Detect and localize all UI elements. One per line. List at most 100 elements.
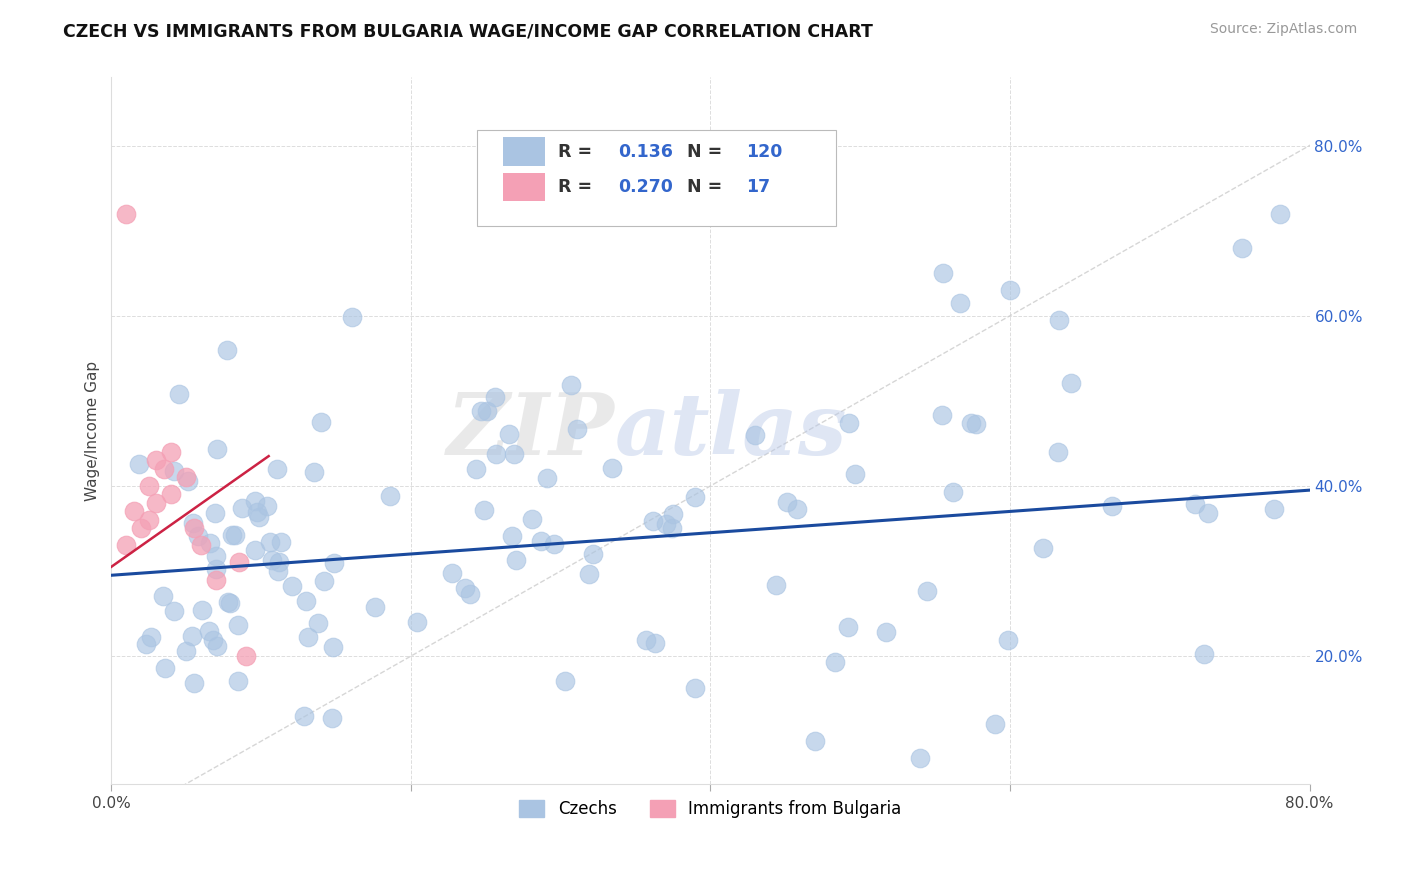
Point [322,640,344,654]
Point [145,453,167,467]
Point [364,599,387,614]
Point [641,514,664,528]
Point [247,509,270,524]
Point [804,734,827,748]
Point [228,556,250,570]
Point [600,460,623,475]
Point [314,574,336,588]
Point [578,567,600,582]
Text: R =: R = [558,143,599,161]
Point [837,620,859,634]
Point [498,427,520,442]
Point [246,505,269,519]
Point [243,493,266,508]
Point [219,596,242,610]
Point [138,513,160,527]
Point [152,589,174,603]
Point [294,709,316,723]
Point [984,717,1007,731]
Point [543,536,565,550]
Point [441,566,464,580]
Point [204,562,226,576]
Y-axis label: Wage/Income Gap: Wage/Income Gap [86,360,100,500]
Point [530,534,553,549]
Point [949,295,972,310]
Point [267,564,290,578]
Point [224,528,246,542]
Point [163,464,186,478]
Point [256,499,278,513]
Point [1192,648,1215,662]
FancyBboxPatch shape [503,173,546,201]
Point [908,751,931,765]
Point [470,404,492,418]
Point [502,447,524,461]
Point [322,556,344,570]
Point [786,502,808,516]
Point [207,640,229,654]
Point [472,503,495,517]
Point [205,442,228,457]
Point [270,535,292,549]
Text: N =: N = [686,178,721,196]
Text: N =: N = [686,143,721,161]
Point [295,594,318,608]
Point [1060,376,1083,390]
Point [135,637,157,651]
Point [1197,506,1219,520]
Legend: Czechs, Immigrants from Bulgaria: Czechs, Immigrants from Bulgaria [513,793,908,825]
Point [844,467,866,482]
Point [997,632,1019,647]
Point [505,552,527,566]
Point [221,527,243,541]
Point [226,674,249,689]
Point [139,631,162,645]
Point [281,579,304,593]
Point [662,508,685,522]
Point [204,506,226,520]
Point [342,310,364,324]
Point [115,206,138,220]
Point [297,630,319,644]
Point [484,390,506,404]
Point [308,616,330,631]
Point [655,517,678,532]
Point [226,618,249,632]
Point [634,632,657,647]
Point [177,474,200,488]
FancyBboxPatch shape [477,130,837,226]
Text: Source: ZipAtlas.com: Source: ZipAtlas.com [1209,22,1357,37]
Point [180,629,202,643]
Point [406,615,429,630]
Point [145,496,167,510]
Point [931,266,953,280]
Point [458,587,481,601]
Point [536,471,558,485]
Point [965,417,987,431]
Point [378,489,401,503]
Text: 17: 17 [747,178,770,196]
Point [931,409,953,423]
Point [217,595,239,609]
Point [160,445,183,459]
Point [187,528,209,542]
Point [204,549,226,564]
Point [560,378,582,392]
Point [942,485,965,500]
Point [998,283,1021,297]
Point [181,516,204,530]
Point [824,655,846,669]
Point [644,636,666,650]
Text: 0.136: 0.136 [619,143,673,161]
Point [115,539,138,553]
Text: 0.270: 0.270 [619,178,673,196]
Point [661,521,683,535]
Point [485,447,508,461]
Point [259,535,281,549]
Point [198,536,221,550]
Point [269,555,291,569]
Point [138,479,160,493]
Point [1184,497,1206,511]
Point [262,553,284,567]
Point [235,649,257,664]
